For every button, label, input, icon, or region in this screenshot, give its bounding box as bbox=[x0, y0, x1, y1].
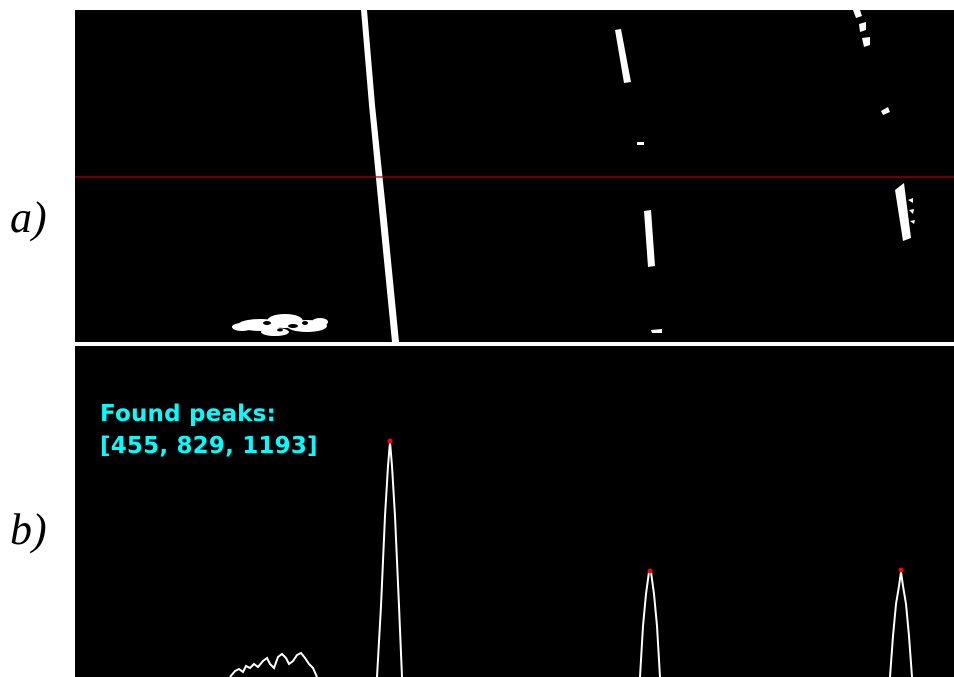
found-peaks-title: Found peaks: bbox=[100, 401, 276, 427]
histogram-noise-curve bbox=[229, 651, 318, 677]
center-lane-dash-1 bbox=[615, 29, 631, 83]
right-lane-fragment-1 bbox=[853, 10, 862, 18]
right-lane-fragment-3 bbox=[862, 37, 870, 47]
noise-blob bbox=[232, 314, 328, 336]
peak-marker-1193 bbox=[898, 567, 904, 573]
noise-blob-holes bbox=[263, 321, 308, 332]
found-peaks-values: [455, 829, 1193] bbox=[100, 433, 318, 459]
histogram-peak-right bbox=[889, 571, 913, 677]
peak-marker-829 bbox=[647, 568, 653, 574]
binary-lane-canvas bbox=[75, 10, 954, 342]
center-lane-dash-3 bbox=[644, 210, 655, 267]
histogram-peak-left bbox=[376, 441, 403, 677]
found-peaks-annotation: Found peaks: [455, 829, 1193] bbox=[100, 398, 318, 462]
center-lane-dash-4 bbox=[651, 329, 662, 333]
right-lane-fragment-2 bbox=[859, 22, 866, 32]
right-lane-dash bbox=[895, 183, 911, 241]
left-lane-line bbox=[361, 10, 399, 342]
panel-a-label: a) bbox=[10, 193, 47, 242]
center-lane-dash-2 bbox=[637, 142, 644, 145]
right-lane-ticks bbox=[908, 198, 915, 224]
histogram-canvas bbox=[229, 438, 913, 677]
histogram-panel: Found peaks: [455, 829, 1193] bbox=[75, 346, 954, 677]
peak-marker-455 bbox=[387, 438, 393, 444]
panel-b-label: b) bbox=[10, 505, 47, 554]
binary-lane-image bbox=[75, 10, 954, 342]
right-lane-fragment-4 bbox=[881, 107, 890, 115]
histogram-peak-center bbox=[639, 571, 661, 677]
